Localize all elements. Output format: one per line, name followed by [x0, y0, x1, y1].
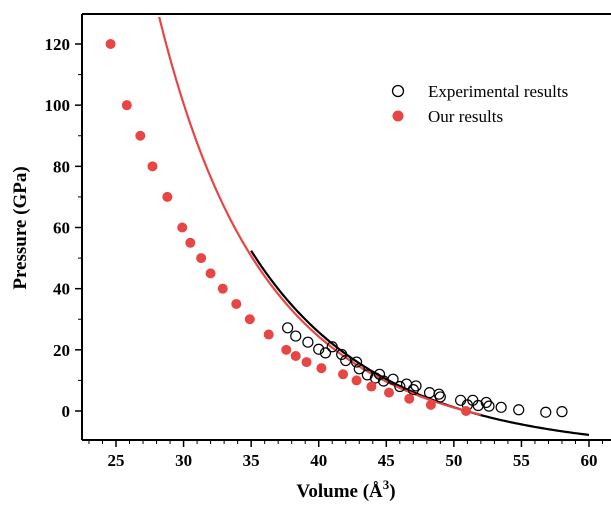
experimental-point: [336, 348, 348, 361]
experimental-point: [394, 380, 406, 393]
experimental-point: [313, 343, 325, 355]
x-tick-label: 35: [243, 451, 260, 470]
experimental-point: [472, 399, 484, 412]
x-tick-label: 55: [513, 451, 530, 470]
our-result-point: [316, 363, 327, 374]
our-result-point: [281, 344, 292, 355]
our-result-point: [147, 161, 158, 172]
y-tick-label: 60: [53, 219, 70, 238]
experimental-point: [400, 378, 413, 390]
our-result-point: [461, 406, 472, 416]
experimental-point: [387, 373, 399, 385]
x-tick-label: 60: [581, 451, 598, 470]
our-result-point: [383, 387, 394, 398]
our-fit-curve: [158, 16, 482, 416]
experimental-point: [350, 356, 363, 368]
our-result-point: [244, 314, 255, 325]
our-result-point: [177, 222, 188, 233]
experimental-point: [353, 363, 365, 375]
our-result-point: [425, 399, 436, 410]
x-axis-title-close: ): [389, 481, 395, 502]
y-tick-label: 80: [53, 157, 70, 176]
experimental-point: [495, 401, 507, 413]
x-tick-label: 50: [445, 451, 462, 470]
data-points: [105, 39, 568, 418]
our-result-point: [105, 39, 116, 49]
our-result-point: [263, 329, 274, 340]
x-tick-label: 30: [175, 451, 192, 470]
y-tick-label: 100: [45, 96, 71, 115]
experimental-point: [290, 330, 302, 342]
experimental-point: [282, 322, 294, 334]
experimental-point: [326, 341, 338, 353]
our-result-point: [185, 237, 196, 248]
our-result-point: [231, 298, 242, 309]
experimental-point: [373, 368, 386, 380]
legend-marker-ours: [392, 110, 404, 122]
experimental-point: [361, 369, 373, 381]
fit-curves: [158, 16, 590, 437]
our-result-point: [290, 350, 301, 361]
our-result-point: [162, 191, 173, 202]
our-result-point: [121, 100, 132, 111]
legend-label-experimental: Experimental results: [428, 82, 568, 101]
experimental-point: [513, 404, 525, 416]
our-result-point: [351, 375, 362, 386]
x-tick-label: 25: [108, 451, 125, 470]
ticks: 25 30 35 40 45 50 55 60 0 20 40 60 80 100 120: [45, 35, 604, 470]
experimental-point: [410, 380, 422, 392]
y-tick-label: 120: [45, 35, 71, 54]
experimental-point: [540, 406, 552, 418]
legend: Experimental results Our results: [391, 82, 568, 126]
our-result-point: [338, 369, 349, 380]
x-tick-label: 45: [378, 451, 395, 470]
our-result-point: [205, 268, 216, 279]
experimental-point: [369, 372, 382, 384]
legend-label-ours: Our results: [428, 107, 503, 126]
y-tick-label: 20: [53, 341, 70, 360]
experimental-fit-curve: [250, 250, 590, 437]
our-result-point: [404, 393, 415, 404]
our-result-point: [217, 283, 228, 294]
x-axis-title: Volume (Å3): [296, 477, 395, 502]
legend-marker-experimental: [391, 84, 405, 98]
our-result-point: [135, 130, 146, 141]
our-result-point: [366, 381, 377, 392]
experimental-point: [556, 406, 568, 418]
experimental-point: [407, 383, 419, 396]
x-tick-label: 40: [310, 451, 327, 470]
experimental-point: [434, 391, 446, 403]
our-result-point: [301, 357, 312, 368]
experimental-point: [319, 347, 332, 359]
experimental-point: [423, 387, 436, 399]
experimental-point: [455, 394, 467, 406]
x-axis-title-main: Volume (Å: [296, 481, 383, 502]
y-tick-label: 0: [62, 402, 71, 421]
x-axis-title-superscript: 3: [383, 477, 390, 492]
experimental-point: [480, 396, 492, 409]
our-result-point: [196, 253, 207, 264]
experimental-point: [340, 354, 352, 367]
experimental-point: [483, 400, 495, 412]
y-tick-label: 40: [53, 280, 70, 299]
experimental-point: [302, 336, 314, 348]
y-axis-title: Pressure (GPa): [10, 166, 31, 289]
